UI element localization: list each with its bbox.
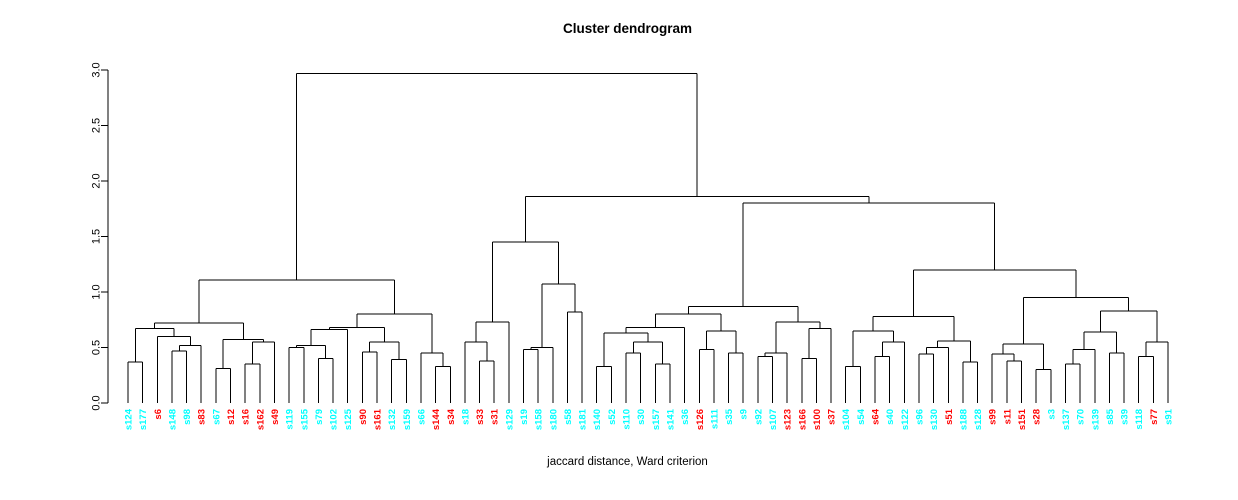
leaf-label: s31 [490,408,501,425]
leaf-label: s140 [592,409,603,430]
leaf-label: s98 [182,409,193,425]
leaf-label: s77 [1149,409,1160,425]
leaf-label: s110 [622,409,633,430]
leaf-label: s67 [211,409,222,425]
leaf-label: s181 [578,408,589,430]
y-axis-tick-label: 2.5 [91,118,103,133]
leaf-label: s11 [1002,408,1013,424]
leaf-label: s70 [1076,409,1087,425]
leaf-label: s3 [1046,409,1057,420]
leaf-label: s122 [900,409,911,430]
leaf-label: s119 [285,409,296,430]
leaf-label: s9 [739,409,750,420]
leaf-label: s177 [138,409,149,430]
leaf-label: s19 [519,409,530,425]
leaf-label: s85 [1105,408,1116,425]
leaf-label: s33 [475,409,486,425]
leaf-label: s64 [871,408,882,425]
leaf-label: s124 [124,408,135,430]
leaf-label: s30 [636,409,647,425]
leaf-label: s141 [665,408,676,430]
leaf-label: s139 [1090,409,1101,430]
leaf-label: s40 [885,409,896,425]
leaf-label: s54 [856,408,867,425]
leaf-label: s104 [841,408,852,430]
leaf-label: s102 [329,409,340,430]
leaf-label: s91 [1164,408,1175,425]
y-axis-tick-label: 2.0 [91,173,103,188]
leaf-label: s157 [651,409,662,430]
leaf-label: s125 [343,408,354,430]
leaf-label: s128 [973,409,984,430]
leaf-label: s137 [1061,409,1072,430]
leaf-label: s66 [416,409,427,425]
leaf-label: s12 [226,409,237,425]
y-axis-tick-label: 0.0 [91,395,103,410]
y-axis [101,69,109,404]
leaf-label: s99 [988,409,999,425]
leaf-label: s166 [797,409,808,430]
leaf-label: s162 [255,409,266,430]
leaf-label: s83 [197,409,208,425]
leaf-label: s35 [724,408,735,425]
leaf-label: s6 [153,409,164,420]
leaf-label: s148 [167,409,178,430]
leaf-label: s180 [548,409,559,430]
dendrogram-lines [127,72,1169,403]
leaf-label: s100 [812,409,823,430]
leaf-label: s34 [446,408,457,425]
leaf-label: s144 [431,408,442,430]
leaf-label: s158 [534,409,545,430]
y-axis-tick-label: 0.5 [91,340,103,355]
leaf-labels: s124 s177 s6 s148 s98 s83 s67 s12 s16 s162 s49 s119… [124,408,1175,430]
leaf-label: s92 [753,409,764,425]
leaf-label: s129 [504,409,515,430]
leaf-label: s49 [270,409,281,425]
leaf-label: s58 [563,409,574,425]
leaf-label: s90 [358,409,369,425]
leaf-label: s130 [929,409,940,430]
y-axis-tick-label: 3.0 [91,62,103,77]
y-axis-tick-label: 1.0 [91,284,103,299]
leaf-label: s126 [695,409,706,430]
x-axis-label: jaccard distance, Ward criterion [547,456,708,468]
leaf-label: s96 [914,409,925,425]
leaf-label: s28 [1032,409,1043,425]
leaf-label: s51 [944,408,955,425]
leaf-label: s107 [768,409,779,430]
leaf-label: s159 [402,409,413,430]
leaf-label: s52 [607,409,618,425]
y-axis-tick-label: 1.5 [91,229,103,244]
leaf-label: s161 [373,408,384,430]
leaf-label: s16 [241,409,252,425]
chart-title: Cluster dendrogram [562,21,693,36]
leaf-label: s151 [1017,408,1028,430]
leaf-label: s155 [299,408,310,430]
leaf-label: s37 [827,409,838,425]
leaf-label: s79 [314,409,325,425]
leaf-label: s111 [709,408,720,429]
leaf-label: s188 [958,409,969,430]
leaf-label: s118 [1134,409,1145,430]
leaf-label: s123 [783,409,794,430]
leaf-label: s132 [387,409,398,430]
leaf-label: s36 [680,409,691,425]
leaf-label: s39 [1120,409,1131,425]
leaf-label: s18 [460,409,471,425]
